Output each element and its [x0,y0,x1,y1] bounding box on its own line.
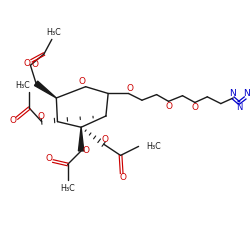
Text: O: O [9,116,16,125]
Text: O: O [192,103,198,112]
Text: N: N [229,89,235,98]
Text: O: O [46,154,52,163]
Text: N: N [243,89,250,98]
Text: H₃C: H₃C [146,142,161,151]
Text: H₃C: H₃C [60,184,75,192]
Text: O: O [24,58,31,68]
Text: H₃C: H₃C [47,28,62,37]
Text: O: O [79,77,86,86]
Polygon shape [34,81,56,98]
Text: O: O [32,60,39,69]
Text: O: O [126,84,133,93]
Text: O: O [119,173,126,182]
Text: O: O [37,112,44,121]
Text: O: O [101,135,108,144]
Text: N: N [236,103,242,112]
Text: O: O [165,102,172,111]
Text: H₃C: H₃C [15,81,30,90]
Text: O: O [82,146,89,156]
Polygon shape [78,127,84,151]
